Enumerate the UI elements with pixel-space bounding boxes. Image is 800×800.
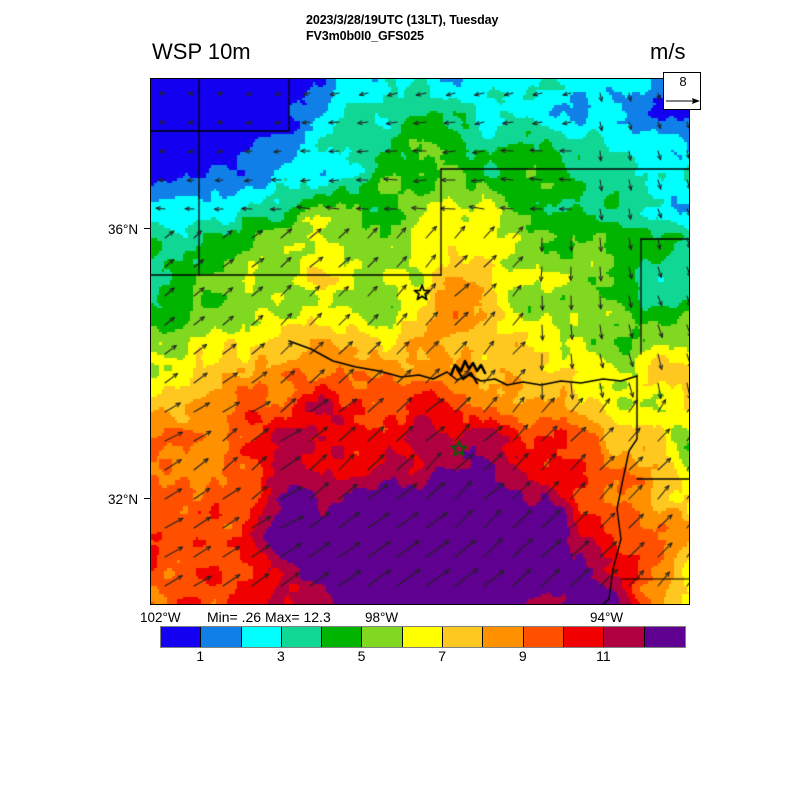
lat-label-32n: 32°N	[108, 492, 139, 507]
colorbar-tick-labels: 1 3 5 7 9 11	[160, 648, 686, 668]
lon-label-102w: 102°W	[140, 610, 181, 625]
colorbar-segment[interactable]	[604, 627, 645, 647]
colorbar-segment[interactable]	[402, 627, 444, 647]
lat-label-36n: 36°N	[108, 222, 139, 237]
wind-key-value: 8	[679, 74, 687, 89]
wind-vector-key: 8	[663, 72, 701, 110]
map-plot-area[interactable]	[150, 78, 690, 605]
colorbar[interactable]	[160, 626, 686, 648]
colorbar-tick-label: 9	[518, 648, 527, 664]
colorbar-segment[interactable]	[523, 627, 564, 647]
min-max-annotation: Min= .26 Max= 12.3	[207, 609, 331, 625]
colorbar-tick-label: 11	[596, 648, 611, 664]
lat-tick-36n	[144, 228, 151, 229]
title-date: 2023/3/28/19UTC (13LT), Tuesday	[306, 13, 499, 27]
colorbar-tick-label: 1	[196, 648, 205, 664]
header-block: 2023/3/28/19UTC (13LT), Tuesday FV3m0b0I…	[0, 0, 800, 70]
colorbar-segment[interactable]	[644, 627, 685, 647]
colorbar-segment[interactable]	[241, 627, 282, 647]
lon-label-98w: 98°W	[365, 610, 399, 625]
units-label: m/s	[650, 39, 686, 64]
weather-field-heatmap	[151, 79, 689, 604]
colorbar-tick-label: 5	[357, 648, 366, 664]
title-model: FV3m0b0I0_GFS025	[306, 29, 424, 43]
colorbar-segment[interactable]	[322, 627, 363, 647]
colorbar-segment[interactable]	[161, 627, 202, 647]
colorbar-segment[interactable]	[483, 627, 524, 647]
lon-label-94w: 94°W	[590, 610, 624, 625]
colorbar-segment[interactable]	[443, 627, 484, 647]
page-title: WSP 10m	[152, 39, 251, 64]
colorbar-tick-label: 3	[277, 648, 285, 664]
colorbar-segment[interactable]	[201, 627, 242, 647]
colorbar-segment[interactable]	[563, 627, 605, 647]
colorbar-tick-label: 7	[438, 648, 447, 664]
colorbar-segment[interactable]	[281, 627, 323, 647]
lat-tick-32n	[144, 498, 151, 499]
colorbar-segment[interactable]	[362, 627, 403, 647]
wind-vector-arrow-right-icon	[666, 98, 700, 104]
